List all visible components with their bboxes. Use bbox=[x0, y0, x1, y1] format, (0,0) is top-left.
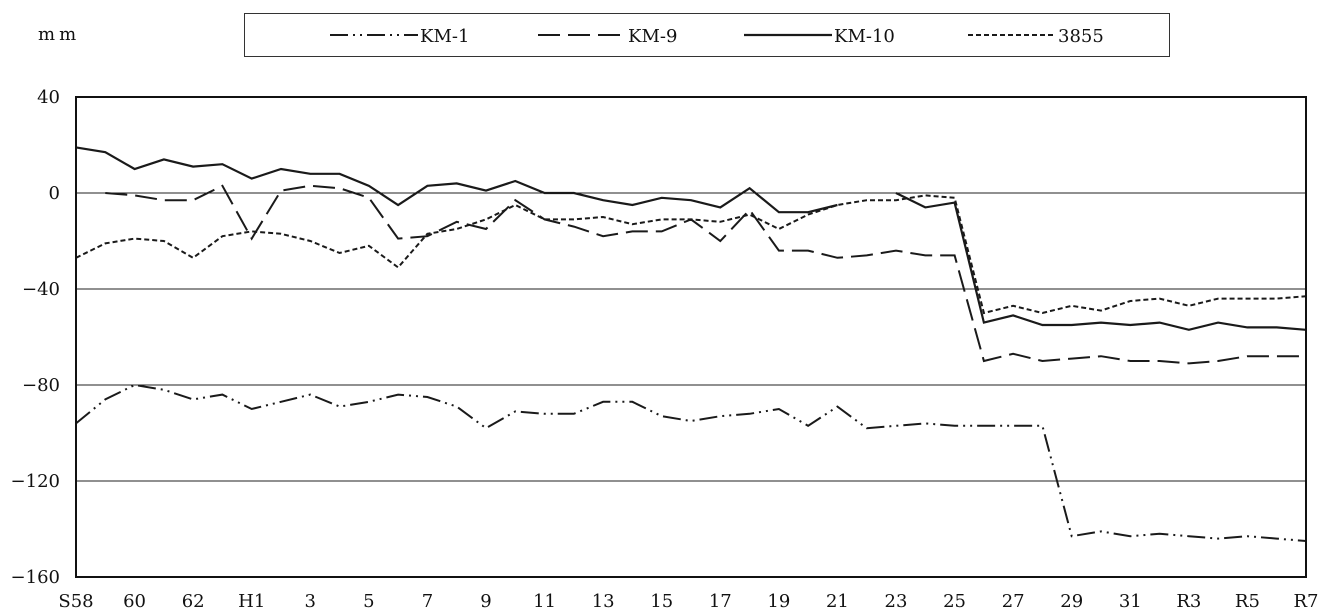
series-line-km-10 bbox=[895, 192, 1307, 331]
x-tick-label: 7 bbox=[422, 591, 433, 612]
x-tick-label: 27 bbox=[1002, 591, 1025, 612]
x-tick-label: 17 bbox=[709, 591, 732, 612]
x-tick-label: 15 bbox=[650, 591, 673, 612]
x-tick-label: 19 bbox=[767, 591, 790, 612]
series-line-km-10 bbox=[75, 146, 838, 214]
legend-label-3855: 3855 bbox=[1058, 26, 1104, 47]
x-tick-label: R7 bbox=[1293, 591, 1318, 612]
y-axis-unit-label: mm bbox=[38, 24, 81, 45]
y-tick-label: −40 bbox=[22, 279, 60, 300]
x-tick-label: 5 bbox=[363, 591, 374, 612]
x-tick-label: 11 bbox=[533, 591, 556, 612]
x-tick-label: 25 bbox=[943, 591, 966, 612]
x-tick-label: 62 bbox=[182, 591, 205, 612]
plot-area-frame bbox=[75, 96, 1307, 578]
legend: KM-1 KM-9 KM-10 3855 bbox=[330, 26, 1104, 47]
series-line-3855 bbox=[75, 194, 1307, 315]
legend-box bbox=[244, 13, 1170, 57]
x-tick-label: 3 bbox=[305, 591, 316, 612]
x-tick-label: 21 bbox=[826, 591, 849, 612]
x-tick-label: 31 bbox=[1119, 591, 1142, 612]
series-line-km-1 bbox=[75, 383, 1307, 542]
y-tick-label: −120 bbox=[11, 471, 60, 492]
x-tick-label: 9 bbox=[480, 591, 491, 612]
y-tick-label: 0 bbox=[49, 183, 60, 204]
x-tick-label: 23 bbox=[885, 591, 908, 612]
legend-label-km-10: KM-10 bbox=[834, 26, 895, 47]
y-tick-label: −160 bbox=[11, 567, 60, 588]
x-tick-label: 60 bbox=[123, 591, 146, 612]
x-tick-label: H1 bbox=[238, 591, 265, 612]
x-tick-label: 13 bbox=[592, 591, 615, 612]
x-tick-label: S58 bbox=[58, 591, 93, 612]
y-tick-label: 40 bbox=[37, 87, 60, 108]
x-tick-label: R5 bbox=[1235, 591, 1260, 612]
y-tick-label: −80 bbox=[22, 375, 60, 396]
legend-label-km-9: KM-9 bbox=[628, 26, 677, 47]
legend-label-km-1: KM-1 bbox=[420, 26, 469, 47]
x-tick-label: R3 bbox=[1176, 591, 1201, 612]
x-tick-label: 29 bbox=[1060, 591, 1083, 612]
axes: 40 0 −40 −80 −120 −160 S58 60 62 H1 3 5 7 9 11 13 15 17 19… bbox=[11, 87, 1319, 612]
grid-lines bbox=[76, 192, 1306, 482]
series-line-km-9 bbox=[105, 184, 1306, 365]
series-lines bbox=[75, 146, 1307, 542]
